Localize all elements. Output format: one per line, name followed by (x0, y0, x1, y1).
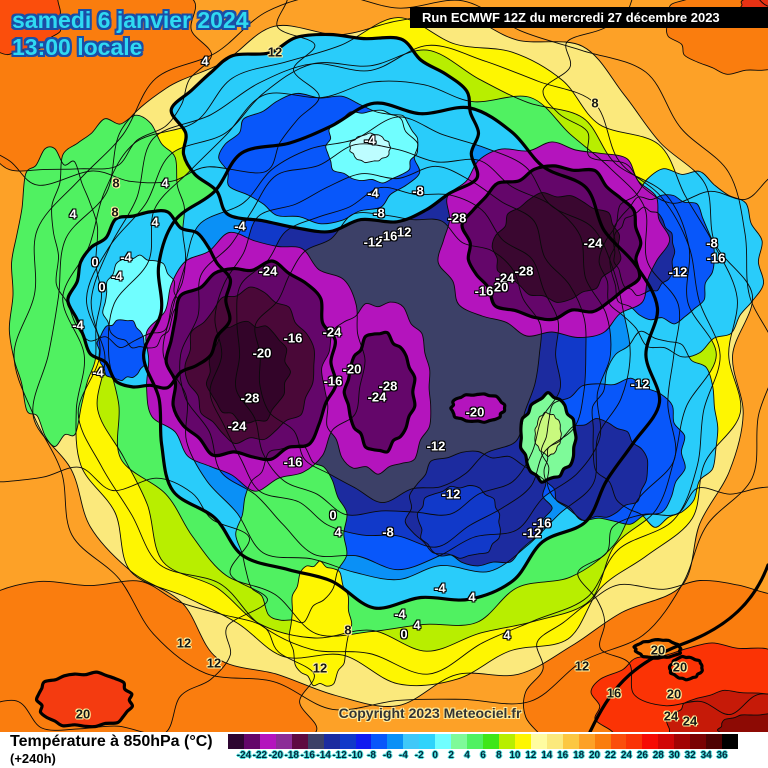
colorbar-swatch (451, 734, 468, 749)
colorbar-tick: 8 (496, 750, 502, 761)
colorbar-swatch (307, 734, 324, 749)
colorbar-swatch (275, 734, 292, 749)
colorbar-swatch (371, 734, 388, 749)
colorbar-tick: -14 (316, 750, 331, 761)
colorbar-swatch (435, 734, 452, 749)
colorbar-tick: 2 (448, 750, 454, 761)
colorbar-tick: -12 (332, 750, 347, 761)
colorbar-swatch (562, 734, 579, 749)
colorbar-tick: 0 (432, 750, 438, 761)
colorbar-swatch (498, 734, 515, 749)
colorbar-swatch (626, 734, 643, 749)
colorbar-tick: -4 (398, 750, 408, 761)
forecast-date-text: samedi 6 janvier 2024 (12, 7, 249, 33)
colorbar-swatch (403, 734, 420, 749)
colorbar-swatch (339, 734, 356, 749)
colorbar-tick: 28 (652, 750, 664, 761)
colorbar-tick: 22 (604, 750, 617, 761)
colorbar-swatch (530, 734, 547, 749)
colorbar-swatch (690, 734, 707, 749)
colorbar-swatch (578, 734, 595, 749)
colorbar-tick: 18 (573, 750, 585, 761)
colorbar-swatch (355, 734, 372, 749)
legend-forecast-hour: (+240h) (10, 751, 56, 766)
colorbar-swatch (594, 734, 611, 749)
temperature-map-svg (0, 0, 768, 732)
colorbar-tick: 34 (700, 750, 712, 761)
colorbar-swatch (419, 734, 436, 749)
colorbar-tick: 26 (636, 750, 648, 761)
colorbar-tick: 20 (589, 750, 601, 761)
colorbar-swatch (706, 734, 723, 749)
colorbar-swatch (546, 734, 563, 749)
colorbar-tick-labels: -24 -22 -20 -18 -16 -14 -12 -10 -8 -6 -4 -2 0 2 4 6 8 10 1… (228, 732, 738, 768)
colorbar-tick: -24 (236, 750, 252, 761)
colorbar-tick: -20 (268, 750, 284, 761)
colorbar-tick: -6 (382, 750, 392, 761)
colorbar-swatch (323, 734, 340, 749)
colorbar-swatch (674, 734, 691, 749)
colorbar-tick: -2 (414, 750, 424, 761)
colorbar-tick: -22 (252, 750, 268, 761)
colorbar-tick: 30 (668, 750, 680, 761)
model-run-banner: Run ECMWF 12Z du mercredi 27 décembre 20… (410, 7, 768, 28)
colorbar-tick: -8 (366, 750, 376, 761)
legend-title: Température à 850hPa (°C) (10, 733, 213, 750)
colorbar-swatch (259, 734, 276, 749)
colorbar-tick: 32 (684, 750, 696, 761)
colorbar-swatch (658, 734, 675, 749)
colorbar-swatch (243, 734, 260, 749)
colorbar-tick: -16 (300, 750, 315, 761)
forecast-time-text: 13:00 locale (12, 34, 143, 60)
colorbar-tick: 16 (557, 750, 569, 761)
map-area: -4 -4 -4 -8 -8 -12 -12 -16 -28 -24 -28 -24 -20 -16 -24… (0, 0, 768, 732)
copyright-text: Copyright 2023 Meteociel.fr (338, 705, 522, 721)
colorbar-tick: 36 (716, 750, 728, 761)
colorbar-swatch (483, 734, 499, 749)
colorbar-swatch (722, 734, 738, 749)
colorbar-swatch (642, 734, 659, 749)
colorbar-swatch (610, 734, 627, 749)
colorbar-tick: 6 (480, 750, 486, 761)
colorbar-tick: -10 (348, 750, 363, 761)
colorbar-tick: 10 (509, 750, 521, 761)
temperature-colorbar (228, 734, 738, 749)
colorbar-swatch (291, 734, 308, 749)
colorbar-swatch (514, 734, 531, 749)
colorbar-swatch (228, 734, 244, 749)
legend-bar: Température à 850hPa (°C) (+240h) -24 -22… (0, 732, 768, 768)
colorbar-tick: 4 (464, 750, 470, 761)
colorbar-swatch (467, 734, 483, 749)
colorbar-tick: 12 (525, 750, 537, 761)
colorbar-tick: -18 (284, 750, 299, 761)
colorbar-tick: 24 (620, 750, 632, 761)
colorbar-tick: 14 (541, 750, 553, 761)
colorbar-swatch (387, 734, 404, 749)
